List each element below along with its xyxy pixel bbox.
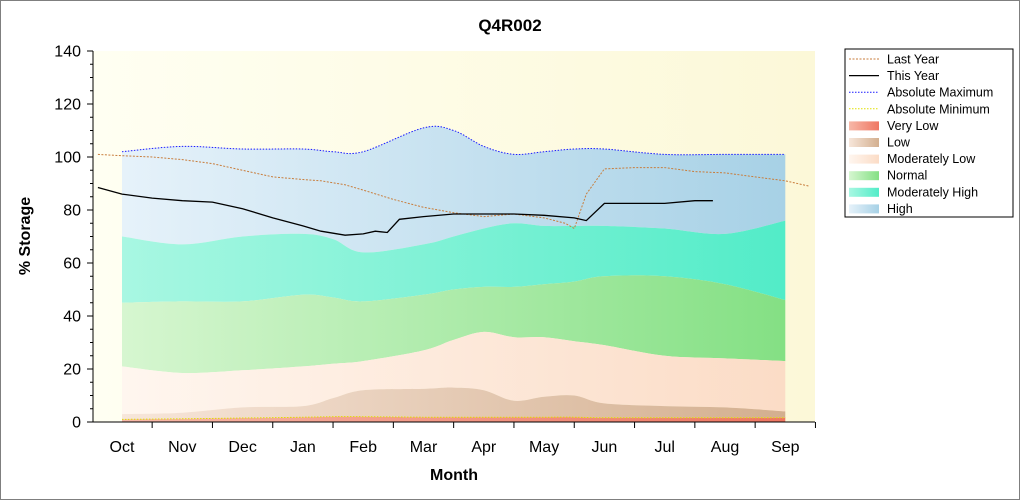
y-tick-label: 120 <box>54 97 81 114</box>
axes <box>87 50 816 428</box>
x-axis-title: Month <box>430 467 478 484</box>
legend-item-moderately-low: Moderately Low <box>849 152 976 166</box>
legend-label: Moderately High <box>887 185 978 199</box>
legend: Last Year This Year Absolute Maximum Absolu… <box>844 48 1014 218</box>
band-normal <box>122 275 786 374</box>
y-tick-label: 100 <box>54 150 81 167</box>
legend-item-normal: Normal <box>849 169 927 183</box>
legend-swatch <box>849 187 879 197</box>
x-tick-label: Jun <box>592 439 618 456</box>
band-moderately-high <box>122 220 786 303</box>
legend-item-very-low: Very Low <box>849 119 939 133</box>
legend-label: Very Low <box>887 119 939 133</box>
legend-label: Normal <box>887 169 927 183</box>
legend-item-abs-max: Absolute Maximum <box>849 86 993 100</box>
x-tick-label: Jul <box>654 439 674 456</box>
legend-swatch <box>849 171 879 181</box>
legend-item-last-year: Last Year <box>849 53 939 67</box>
legend-item-high: High <box>849 202 913 216</box>
y-tick-label: 80 <box>63 203 81 220</box>
y-tick-label: 20 <box>63 362 81 379</box>
x-tick-label: Nov <box>168 439 196 456</box>
absolute-maximum-line <box>121 125 786 156</box>
x-tick-label: Apr <box>471 439 497 456</box>
legend-label: Absolute Minimum <box>887 102 990 116</box>
x-tick-label: May <box>529 439 559 456</box>
x-tick-label: Oct <box>110 439 135 456</box>
legend-swatch <box>849 204 879 214</box>
x-tick-label: Dec <box>228 439 256 456</box>
band-low <box>122 387 786 420</box>
legend-item-moderately-high: Moderately High <box>849 185 978 199</box>
x-tick-label: Feb <box>349 439 377 456</box>
legend-swatch <box>849 138 879 147</box>
absolute-minimum-line <box>121 416 786 420</box>
storage-lines <box>97 125 810 420</box>
y-axis-title: % Storage <box>17 197 34 275</box>
band-very-low <box>122 416 786 422</box>
legend-item-abs-min: Absolute Minimum <box>849 102 990 116</box>
legend-label: Absolute Maximum <box>887 86 993 100</box>
legend-label: This Year <box>887 69 939 83</box>
legend-label: Low <box>887 136 911 150</box>
x-tick-label: Jan <box>290 439 316 456</box>
legend-item-low: Low <box>849 136 911 150</box>
x-tick-label: Mar <box>410 439 438 456</box>
legend-label: Last Year <box>887 53 939 67</box>
band-moderately-low <box>122 331 786 415</box>
legend-swatch <box>849 154 879 164</box>
tick-labels: 0 20 40 60 80 100 120 140 Oct Nov Dec Jan Feb Mar Apr M… <box>54 44 799 457</box>
band-high <box>122 126 786 253</box>
legend-label: Moderately Low <box>887 152 976 166</box>
x-tick-label: Aug <box>711 439 739 456</box>
last-year-line <box>97 153 810 230</box>
chart-title: Q4R002 <box>478 16 541 35</box>
legend-item-this-year: This Year <box>849 69 939 83</box>
y-tick-label: 60 <box>63 256 81 273</box>
x-tick-label: Sep <box>771 439 800 456</box>
y-tick-label: 0 <box>72 415 81 432</box>
y-tick-label: 140 <box>54 44 81 61</box>
percentile-bands <box>122 126 786 422</box>
legend-label: High <box>887 202 913 216</box>
legend-swatch <box>849 121 879 131</box>
this-year-line <box>97 186 713 236</box>
y-tick-label: 40 <box>63 309 81 326</box>
